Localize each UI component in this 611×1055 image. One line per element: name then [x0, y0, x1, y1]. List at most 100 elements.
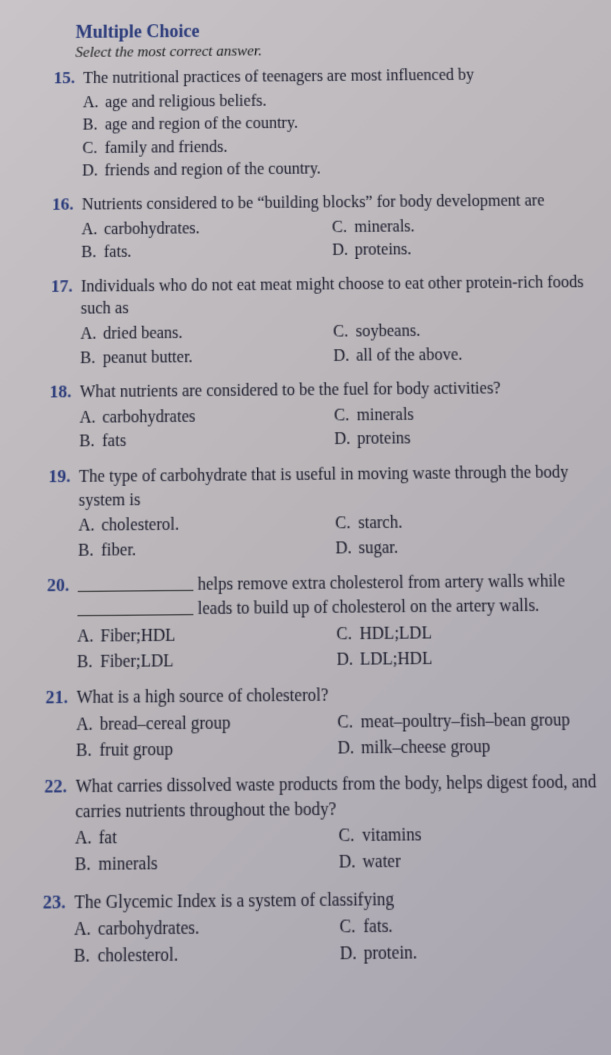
option-label: B. — [76, 738, 100, 763]
option-label: B. — [74, 944, 98, 969]
option-d: D.sugar. — [335, 534, 593, 560]
options-col-left: A.fat B.minerals — [75, 824, 339, 878]
options: A.Fiber;HDL B.Fiber;LDL C.HDL;LDL D.LDL;… — [77, 621, 597, 676]
option-text: peanut butter. — [103, 348, 193, 367]
section-title: Multiple Choice — [76, 18, 577, 43]
option-label: C. — [335, 512, 358, 536]
option-d: D.proteins. — [332, 237, 583, 262]
question-number: 16. — [33, 194, 82, 215]
fill-blank — [78, 574, 194, 592]
question-18: 18. What nutrients are considered to be … — [29, 377, 589, 456]
option-text: starch. — [358, 514, 402, 533]
option-label: D. — [338, 736, 362, 761]
question-stem: The Glycemic Index is a system of classi… — [74, 885, 604, 915]
option-label: B. — [78, 539, 101, 563]
option-label: D. — [333, 344, 356, 367]
options: A.carbohydrates. B.fats. C.minerals. D.p… — [81, 214, 583, 265]
option-b: B.fats. — [81, 240, 332, 265]
option-c: C.HDL;LDL — [336, 621, 596, 647]
option-label: C. — [336, 623, 360, 647]
worksheet-page: Multiple Choice Select the most correct … — [0, 0, 611, 1006]
option-label: A. — [80, 323, 103, 346]
option-label: A. — [78, 514, 101, 538]
option-text: proteins. — [355, 241, 412, 259]
option-label: C. — [82, 137, 105, 159]
option-label: C. — [332, 216, 355, 239]
option-text: bread–cereal group — [100, 714, 231, 734]
options-col-right: C.starch. D.sugar. — [335, 510, 593, 562]
options: A.carbohydrates. B.cholesterol. C.fats. … — [74, 913, 607, 971]
option-text: Fiber;HDL — [100, 627, 175, 647]
stem-text: leads to build up of cholesterol on the … — [193, 597, 539, 619]
question-content: helps remove extra cholesterol from arte… — [77, 570, 597, 676]
question-number: 18. — [30, 381, 80, 403]
option-d: D.LDL;HDL — [337, 646, 597, 672]
option-label: A. — [83, 92, 105, 114]
question-23: 23. The Glycemic Index is a system of cl… — [22, 885, 607, 970]
options-col-left: A.carbohydrates. B.fats. — [81, 216, 332, 265]
question-22: 22. What carries dissolved waste product… — [23, 771, 603, 880]
option-text: fiber. — [101, 541, 136, 560]
option-label: C. — [337, 711, 361, 735]
question-content: What carries dissolved waste products fr… — [75, 771, 604, 879]
option-text: cholesterol. — [98, 945, 179, 966]
option-text: protein. — [364, 943, 418, 963]
options-col-right: C.fats. D.protein. — [339, 913, 606, 968]
stem-text: helps remove extra cholesterol from arte… — [193, 573, 565, 595]
option-label: D. — [334, 428, 357, 451]
option-text: minerals — [357, 406, 414, 425]
option-b: B.Fiber;LDL — [77, 648, 337, 674]
option-b: B.cholesterol. — [74, 941, 340, 969]
option-label: D. — [82, 160, 105, 182]
question-stem: helps remove extra cholesterol from arte… — [77, 570, 595, 623]
section-instruction: Select the most correct answer. — [75, 41, 577, 62]
question-15: 15. The nutritional practices of teenage… — [33, 64, 581, 185]
option-c: C.fats. — [339, 913, 605, 941]
option-b: B.fats — [79, 428, 334, 453]
option-b: B.age and region of the country. — [83, 110, 580, 136]
option-text: fat — [99, 829, 117, 849]
question-content: Individuals who do not eat meat might ch… — [80, 271, 587, 371]
options-col-left: A.bread–cereal group B.fruit group — [76, 711, 338, 764]
option-text: LDL;HDL — [360, 649, 433, 669]
option-text: minerals. — [354, 218, 415, 236]
options-col-right: C.minerals D.proteins — [334, 402, 590, 453]
fill-blank — [77, 598, 193, 616]
question-21: 21. What is a high source of cholesterol… — [25, 682, 600, 765]
option-c: C.family and friends. — [82, 133, 580, 159]
option-label: D. — [340, 941, 364, 966]
option-text: fats. — [104, 243, 132, 261]
options: A.cholesterol. B.fiber. C.starch. D.suga… — [78, 510, 593, 564]
option-b: B.peanut butter. — [80, 345, 333, 370]
options-col-right: C.HDL;LDL D.LDL;HDL — [336, 621, 596, 674]
option-text: sugar. — [358, 538, 398, 557]
question-20: 20. helps remove extra cholesterol from … — [26, 570, 597, 676]
option-label: B. — [77, 650, 101, 674]
option-text: proteins — [357, 430, 411, 449]
option-d: D.friends and region of the country. — [82, 156, 581, 183]
option-text: milk–cheese group — [361, 737, 491, 757]
option-a: A.Fiber;HDL — [77, 623, 336, 649]
question-stem: The nutritional practices of teenagers a… — [83, 64, 578, 90]
question-16: 16. Nutrients considered to be “building… — [32, 190, 583, 266]
option-label: B. — [81, 242, 104, 265]
option-d: D.all of the above. — [333, 342, 587, 367]
option-c: C.soybeans. — [333, 319, 586, 344]
question-number: 15. — [35, 68, 84, 89]
option-text: fats — [102, 432, 126, 450]
option-label: A. — [79, 406, 102, 429]
option-text: minerals — [98, 854, 157, 874]
option-text: family and friends. — [105, 138, 228, 156]
question-17: 17. Individuals who do not eat meat migh… — [30, 271, 586, 371]
question-content: What is a high source of cholesterol? A.… — [76, 682, 600, 764]
option-text: vitamins — [362, 826, 421, 846]
option-label: C. — [339, 915, 363, 940]
option-a: A.fat — [75, 824, 339, 851]
option-text: carbohydrates. — [104, 219, 200, 237]
options: A.dried beans. B.peanut butter. C.soybea… — [80, 319, 587, 371]
option-label: C. — [333, 321, 356, 344]
option-a: A.carbohydrates — [79, 404, 334, 429]
options-col-left: A.Fiber;HDL B.Fiber;LDL — [77, 623, 337, 676]
question-stem: What carries dissolved waste products fr… — [75, 771, 601, 825]
options-col-right: C.minerals. D.proteins. — [332, 214, 584, 263]
